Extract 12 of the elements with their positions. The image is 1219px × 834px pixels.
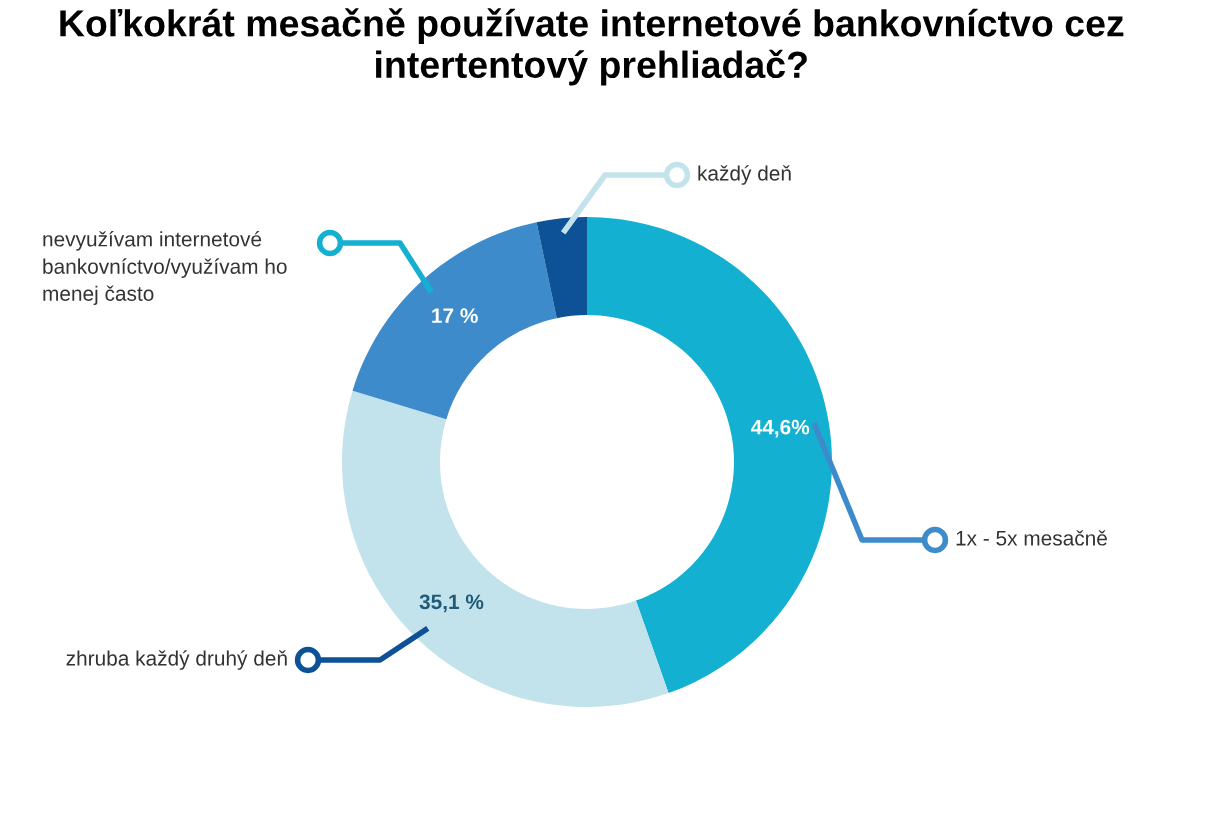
data-label: 17 %: [432, 308, 478, 323]
data-label: 35,1 %: [419, 594, 484, 613]
donut-slice: [352, 222, 557, 420]
slice-label: zhruba každý druhý deň: [66, 650, 287, 670]
slice-label: 1x - 5x mesačně: [956, 530, 1107, 546]
slice-label: každý deň: [698, 165, 791, 185]
chart-title: Koľkokrát mesačně používate internetové bankovníctvo cez intertentový prehliadač?: [60, 8, 1124, 86]
donut-slice: [536, 217, 587, 319]
slice-label: nevyužívam internetové bankovníctvo/využívam ho menej často: [43, 231, 287, 306]
donut-slice: [342, 390, 669, 707]
data-label: 44,6%: [750, 419, 810, 438]
donut-slice: [587, 217, 832, 694]
